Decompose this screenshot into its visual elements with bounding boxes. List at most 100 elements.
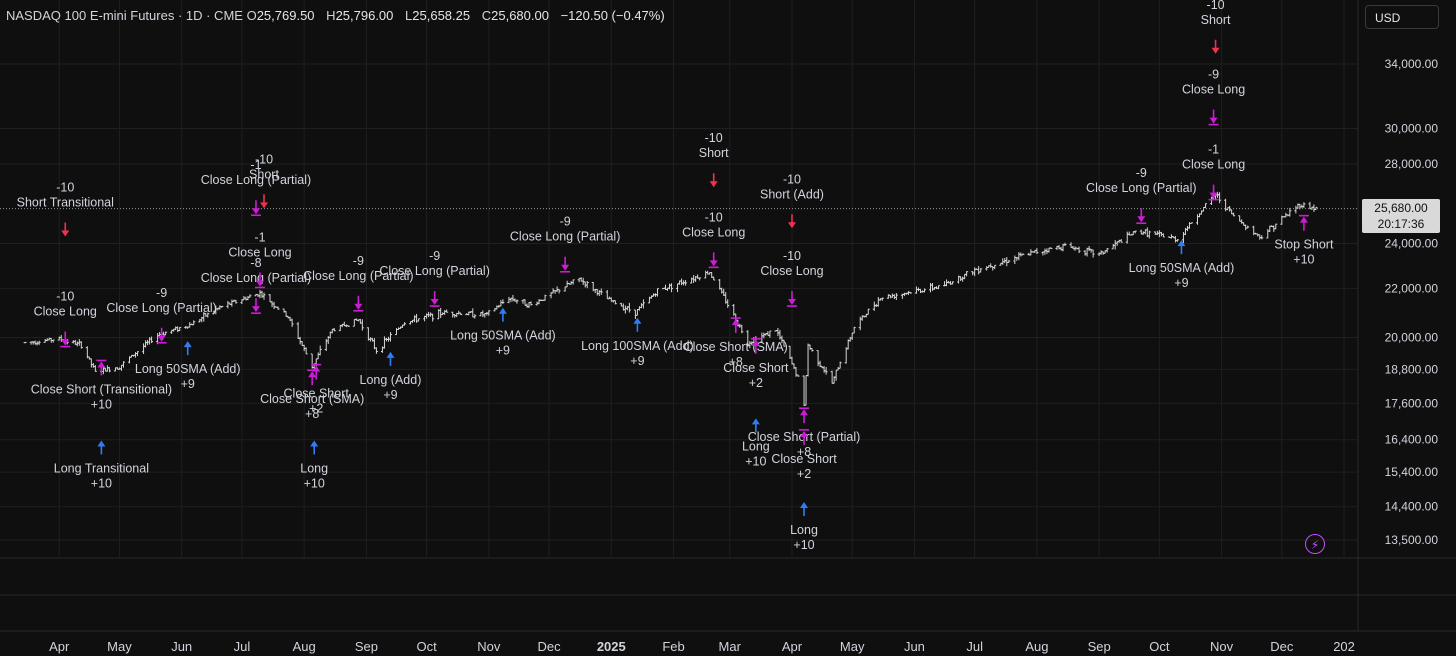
signal-arrow-icon <box>1299 216 1308 223</box>
currency-button[interactable]: USD <box>1365 5 1439 29</box>
signal-arrow-icon <box>709 260 718 267</box>
price-bar <box>599 288 603 295</box>
signal-label: -10 <box>783 172 801 186</box>
price-bar <box>908 291 912 294</box>
signal-label: Close Short <box>771 452 837 466</box>
signal-label: Close Long (Partial) <box>303 269 413 283</box>
price-bar <box>529 301 533 306</box>
signal-label: -1 <box>254 230 265 244</box>
signal-label: -1 <box>1208 143 1219 157</box>
signal-arrow-icon <box>498 307 507 314</box>
signal-arrow-icon <box>251 306 260 313</box>
price-bar <box>75 341 79 347</box>
signal-label: +10 <box>304 476 325 490</box>
signal-arrow-icon <box>1137 216 1146 223</box>
price-bar <box>1099 250 1103 255</box>
y-tick-label: 14,400.00 <box>1385 500 1439 514</box>
price-bar <box>1288 207 1292 217</box>
price-bar <box>382 336 386 349</box>
signal-label: Close Short (SMA) <box>684 340 788 354</box>
price-bar <box>290 318 294 327</box>
price-bar <box>31 341 35 345</box>
price-bar <box>623 305 627 314</box>
signal-label: Short <box>699 146 729 160</box>
price-bar <box>993 264 997 270</box>
signal-label: -10 <box>705 131 723 145</box>
price-bar <box>1266 229 1270 239</box>
signal-label: +9 <box>181 377 195 391</box>
price-bar <box>537 299 541 305</box>
signal-label: Close Long <box>682 225 745 239</box>
last-price-label: 25,680.00 20:17:36 <box>1362 199 1440 233</box>
signal-label: Long 50SMA (Add) <box>450 329 556 343</box>
signal-arrow-icon <box>251 208 260 215</box>
price-bar <box>443 310 447 315</box>
price-bar <box>922 288 926 293</box>
signal-label: Close Long <box>34 305 97 319</box>
price-bar <box>511 294 515 302</box>
y-tick-label: 20,000.00 <box>1385 330 1439 344</box>
price-bar <box>218 305 222 310</box>
price-bar <box>726 299 730 308</box>
y-tick-label: 28,000.00 <box>1385 157 1439 171</box>
price-bar <box>963 273 967 280</box>
signal-label: Close Long (Partial) <box>106 301 216 315</box>
price-bar <box>515 299 519 304</box>
signal-label: Close Long (Partial) <box>1086 181 1196 195</box>
x-tick-label: Sep <box>1088 639 1111 654</box>
price-bar <box>824 367 828 375</box>
price-bar <box>1073 246 1077 251</box>
x-tick-label: Jun <box>171 639 192 654</box>
price-bar <box>850 332 854 340</box>
price-bar <box>352 318 356 327</box>
price-bar <box>914 286 918 294</box>
price-bar <box>776 327 780 337</box>
price-axis[interactable]: 34,000.00 30,000.00 28,000.00 24,000.00 22,0… <box>1385 57 1439 547</box>
signal-arrow-icon <box>430 299 439 306</box>
price-bar <box>459 312 463 316</box>
signal-label: -10 <box>255 152 273 166</box>
price-bar <box>892 294 896 300</box>
time-axis[interactable]: Apr May Jun Jul Aug Sep Oct Nov Dec 2025 Feb Mar Apr… <box>49 639 1355 654</box>
x-tick-label: Dec <box>538 639 562 654</box>
open-value: 25,769.50 <box>256 8 315 23</box>
signal-label: Short (Add) <box>760 187 824 201</box>
price-bar <box>788 345 792 359</box>
signal-label: +2 <box>797 467 811 481</box>
signal-label: Long <box>742 439 770 453</box>
signal-label: -9 <box>156 286 167 300</box>
lightning-icon[interactable]: ⚡ <box>1305 534 1325 554</box>
price-bar <box>332 328 336 332</box>
signal-label: Close Long <box>228 245 291 259</box>
signal-arrow-icon <box>800 409 809 416</box>
price-bar <box>23 341 27 344</box>
signal-label: +8 <box>305 407 319 421</box>
price-bar <box>1218 192 1222 204</box>
price-bar <box>310 353 314 369</box>
price-bar <box>581 277 585 285</box>
signal-arrow-icon <box>354 303 363 310</box>
price-bar <box>543 294 547 301</box>
price-bar <box>1147 230 1151 239</box>
price-bar <box>1244 224 1248 231</box>
signal-arrow-icon <box>97 440 106 447</box>
price-bar <box>226 300 230 309</box>
price-bar <box>1302 202 1306 208</box>
price-bar <box>148 337 152 345</box>
price-bar <box>985 266 989 271</box>
price-bar <box>431 313 435 322</box>
price-bar <box>220 305 224 308</box>
price-bar <box>298 336 302 345</box>
price-bar <box>134 352 138 358</box>
x-tick-label: May <box>840 639 865 654</box>
signal-label: +9 <box>496 344 510 358</box>
signal-arrow-icon <box>61 230 70 237</box>
x-tick-label: May <box>107 639 132 654</box>
price-bar <box>439 307 443 319</box>
price-bar <box>374 347 378 354</box>
